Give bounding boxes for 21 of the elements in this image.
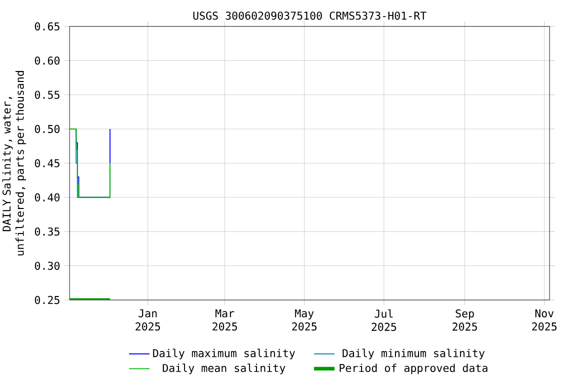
y-tick-label: 0.45 [34,159,60,168]
y-tick-label: 0.40 [34,193,60,202]
legend-label: Daily maximum salinity [153,348,295,360]
y-tick-label: 0.50 [34,124,60,134]
y-tick-label: 0.55 [34,90,60,99]
y-tick-label: 0.60 [34,56,60,65]
y-tick-label: 0.30 [34,262,60,270]
legend-label: Period of approved data [340,364,488,374]
y-tick-label: 0.65 [34,22,60,30]
x-tick-label: Jan 2025 [136,309,160,331]
legend-label: Daily minimum salinity [342,348,485,360]
chart-title: USGS 300602090375100 CRMS5373-H01-RT [193,12,426,20]
legend-label: Daily mean salinity [162,364,286,374]
y-tick-label: 0.25 [34,296,60,304]
x-tick-label: Jul 2025 [372,309,396,331]
y-axis-title: DAILY Salinity, water, unfiltered, parts per thousand [2,71,26,256]
y-tick-label: 0.35 [34,228,60,236]
x-tick-label: May 2025 [292,309,317,331]
x-tick-label: Mar 2025 [212,309,237,331]
x-tick-label: Nov 2025 [532,309,557,331]
x-tick-label: Sep 2025 [452,309,477,331]
